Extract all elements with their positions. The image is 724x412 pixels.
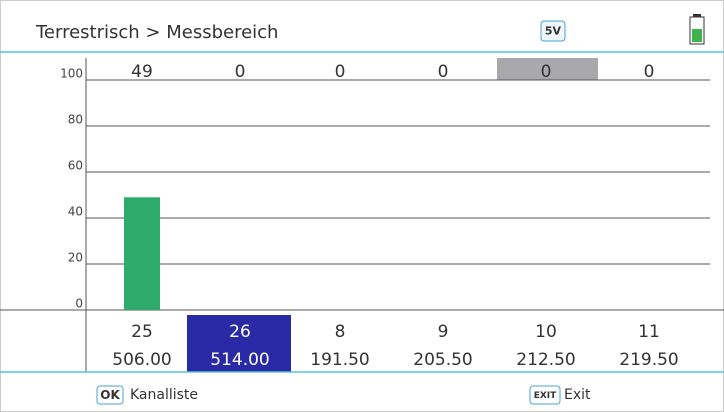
ok-label: Kanalliste [130,387,198,403]
battery-icon [689,14,705,45]
value-label: 0 [541,62,552,82]
channel-label: 11 [638,322,660,342]
selected-channel [187,315,291,372]
frequency-label: 506.00 [112,350,171,370]
frequency-label: 212.50 [516,350,575,370]
channel-label: 25 [131,322,153,342]
y-tick-label: 0 [75,297,83,311]
voltage-badge [540,20,566,42]
channel-label: 9 [438,322,449,342]
frequency-label: 219.50 [619,350,678,370]
frequency-label: 514.00 [210,350,269,370]
voltage-text: 5V [545,25,562,38]
channel-label: 26 [229,322,251,342]
value-label: 49 [131,62,153,82]
y-tick-label: 40 [68,205,83,219]
value-label: 0 [335,62,346,82]
value-label: 0 [235,62,246,82]
exit-key[interactable] [529,385,561,405]
channel-label: 10 [535,322,557,342]
frequency-label: 205.50 [413,350,472,370]
exit-key-text: EXIT [534,391,557,401]
frequency-label: 191.50 [310,350,369,370]
y-tick-label: 80 [68,113,83,127]
exit-label: Exit [564,387,591,403]
bar [124,197,160,310]
ok-key[interactable] [96,385,124,405]
value-label: 0 [644,62,655,82]
screen-title: Terrestrisch > Messbereich [35,22,278,43]
highlight-cell [497,58,598,80]
ok-key-text: OK [100,388,120,402]
channel-label: 8 [335,322,346,342]
y-tick-label: 100 [60,67,83,81]
y-tick-label: 20 [68,251,83,265]
y-tick-label: 60 [68,159,83,173]
value-label: 0 [438,62,449,82]
